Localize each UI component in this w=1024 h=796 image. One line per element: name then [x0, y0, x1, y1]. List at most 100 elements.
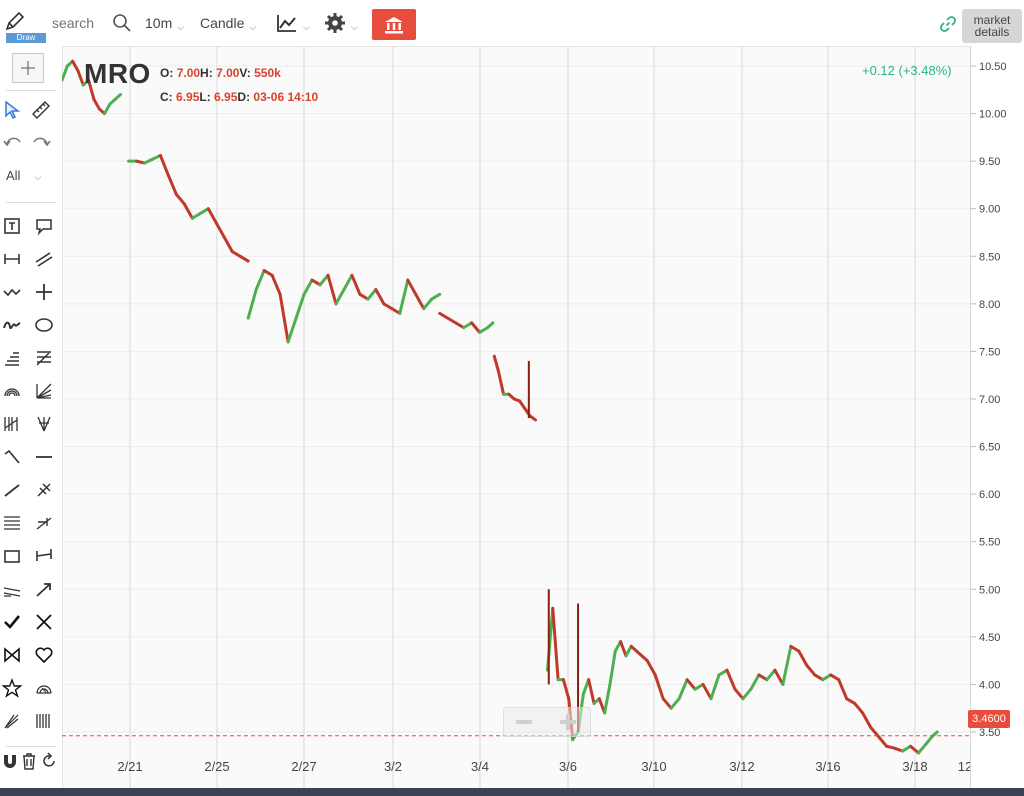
broker-button[interactable] — [372, 9, 416, 40]
price-line-segment — [829, 673, 841, 682]
crosshair-tool[interactable] — [12, 53, 44, 83]
pen-line-tool[interactable] — [0, 709, 25, 733]
price-line-segment — [765, 668, 777, 682]
rectangle-icon — [4, 550, 20, 563]
search-icon[interactable] — [112, 13, 132, 33]
vertical-lines-tool[interactable] — [31, 709, 57, 733]
price-line-segment — [837, 678, 849, 701]
open-value: 7.00 — [176, 66, 201, 80]
bottom-bar — [0, 788, 1024, 796]
price-line-segment — [645, 659, 657, 677]
interval-select[interactable]: 10m ⌵ — [145, 8, 184, 38]
price-line-segment — [278, 292, 290, 344]
ruler-tool[interactable] — [28, 98, 54, 122]
price-line-segment — [454, 321, 466, 330]
zoom-out-icon — [516, 720, 532, 724]
x-mark-tool[interactable] — [31, 610, 57, 634]
gann-box-tool[interactable] — [0, 511, 25, 535]
y-tick-label: 7.00 — [979, 394, 1000, 406]
y-tick-label: 6.00 — [979, 489, 1000, 501]
rectangle-tool[interactable] — [0, 544, 25, 568]
price-chart[interactable]: 2/21 2/25 2/27 3/2 3/4 3/6 3/10 3/12 3/16 3/18 12 — [62, 46, 970, 788]
fib-timezone-tool[interactable] — [0, 412, 25, 436]
cross-tool[interactable] — [31, 280, 57, 304]
ellipse-tool[interactable] — [31, 313, 57, 337]
fib-retracement-tool[interactable] — [0, 346, 25, 370]
price-line-segment — [158, 153, 170, 177]
fib-arcs-tool[interactable] — [0, 379, 25, 403]
price-line-segment — [302, 278, 314, 296]
fib-channel-tool[interactable] — [31, 346, 57, 370]
y-tick-label: 10.00 — [979, 109, 1007, 121]
divider — [6, 90, 56, 91]
zigzag-tool[interactable] — [0, 280, 25, 304]
delete-tool[interactable] — [16, 749, 42, 773]
star-tool[interactable] — [0, 676, 25, 700]
fib-timezone-icon — [4, 417, 18, 431]
low-value: 6.95 — [214, 90, 238, 104]
heart-tool[interactable] — [31, 643, 57, 667]
bowtie-tool[interactable] — [0, 643, 25, 667]
date-range-tool[interactable] — [31, 544, 57, 568]
regression-icon — [3, 587, 21, 597]
chevron-down-icon: ⌵ — [303, 21, 310, 32]
volume-value: 550k — [254, 66, 281, 80]
trend-angle-tool[interactable] — [0, 445, 25, 469]
fib-fan-tool[interactable] — [31, 379, 57, 403]
price-line-segment — [358, 292, 370, 301]
pointer-tool[interactable] — [0, 98, 26, 122]
y-tick-label: 5.00 — [979, 584, 1000, 596]
magnet-tool[interactable] — [0, 749, 23, 773]
price-line-segment — [422, 297, 434, 311]
price-line-segment — [669, 697, 681, 710]
pointer-icon — [5, 100, 21, 120]
price-line-segment — [805, 663, 817, 677]
bowtie-icon — [4, 647, 20, 663]
ohlc-row-1: O: 7.00H: 7.00V: 550k — [160, 66, 281, 80]
search-input[interactable] — [50, 15, 112, 31]
undo-button[interactable] — [0, 130, 26, 154]
y-tick-label: 9.50 — [979, 156, 1000, 168]
chart-type-select[interactable]: Candle ⌵ — [200, 8, 256, 38]
crossline-tool[interactable] — [31, 478, 57, 502]
price-range-tool[interactable] — [31, 511, 57, 535]
parallel-lines-tool[interactable] — [31, 247, 57, 271]
text-icon — [4, 218, 20, 234]
search-box[interactable] — [50, 8, 142, 38]
arrow-tool[interactable] — [31, 577, 57, 601]
link-icon[interactable] — [940, 16, 956, 32]
reset-tool[interactable] — [36, 749, 62, 773]
price-line-segment — [214, 221, 226, 239]
price-line-segment — [206, 207, 218, 225]
draw-button[interactable] — [4, 6, 48, 36]
brush-tool[interactable] — [0, 313, 25, 337]
chevron-down-icon: ⌵ — [351, 21, 358, 32]
price-axis[interactable]: 10.50 10.00 9.50 9.00 8.50 8.00 7.50 7.00 6.50 6.… — [970, 46, 1024, 788]
price-change: +0.12 (+3.48%) — [862, 63, 952, 78]
gann-box-icon — [4, 516, 20, 530]
heart-icon — [35, 647, 53, 664]
price-line-segment — [103, 102, 112, 116]
horizontal-line-tool[interactable] — [31, 445, 57, 469]
tool-filter-select[interactable]: All ⌵ — [6, 168, 41, 183]
callout-tool[interactable] — [31, 214, 57, 238]
market-details-button[interactable]: market details — [962, 9, 1022, 43]
horizontal-segment-tool[interactable] — [0, 247, 25, 271]
regression-tool[interactable] — [0, 577, 25, 601]
redo-button[interactable] — [28, 130, 54, 154]
check-tool[interactable] — [0, 610, 25, 634]
settings-button[interactable]: ⌵ — [324, 8, 358, 38]
indicators-button[interactable]: ⌵ — [276, 8, 310, 38]
speed-arc-tool[interactable] — [31, 676, 57, 700]
draw-tooltip: Draw — [6, 33, 46, 43]
pitchfork-tool[interactable] — [31, 412, 57, 436]
trendline-tool[interactable] — [0, 478, 25, 502]
zoom-control[interactable] — [503, 707, 591, 737]
text-tool[interactable] — [0, 214, 25, 238]
price-line-segment — [286, 316, 298, 344]
ruler-icon — [32, 101, 50, 119]
interval-label: 10m — [145, 15, 173, 31]
price-line-segment — [845, 697, 857, 705]
zoom-in-icon — [560, 714, 576, 730]
price-line-segment — [561, 678, 571, 701]
